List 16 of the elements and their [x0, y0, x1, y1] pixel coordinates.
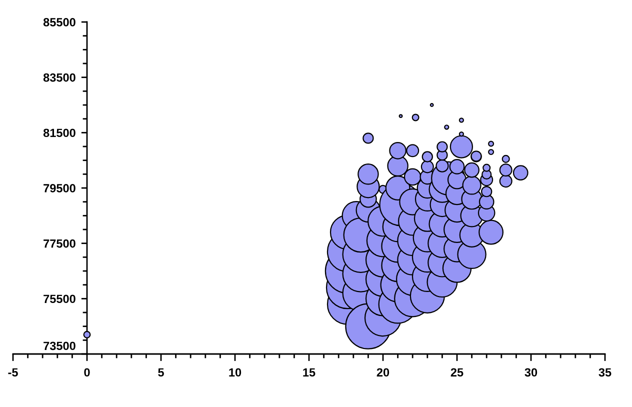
- x-tick-label: 15: [303, 368, 316, 377]
- x-tick-label: 5: [158, 368, 164, 377]
- x-tick-label: 30: [524, 368, 538, 377]
- y-tick-label: 83500: [43, 73, 76, 82]
- x-tick-label: 10: [229, 368, 242, 377]
- y-tick-label: 77500: [44, 239, 76, 248]
- y-tick-label: 81500: [43, 128, 76, 138]
- y-tick-label: 79500: [44, 184, 76, 192]
- x-tick-label: -5: [8, 368, 18, 377]
- y-tick-label: 75500: [44, 294, 76, 304]
- x-tick-label: 0: [84, 368, 90, 377]
- y-tick-label: 73500: [44, 342, 76, 350]
- x-tick-label: 35: [598, 368, 612, 377]
- x-tick-label: 25: [450, 368, 464, 377]
- y-tick-label: 85500: [43, 18, 76, 26]
- x-tick-label: 20: [376, 368, 390, 377]
